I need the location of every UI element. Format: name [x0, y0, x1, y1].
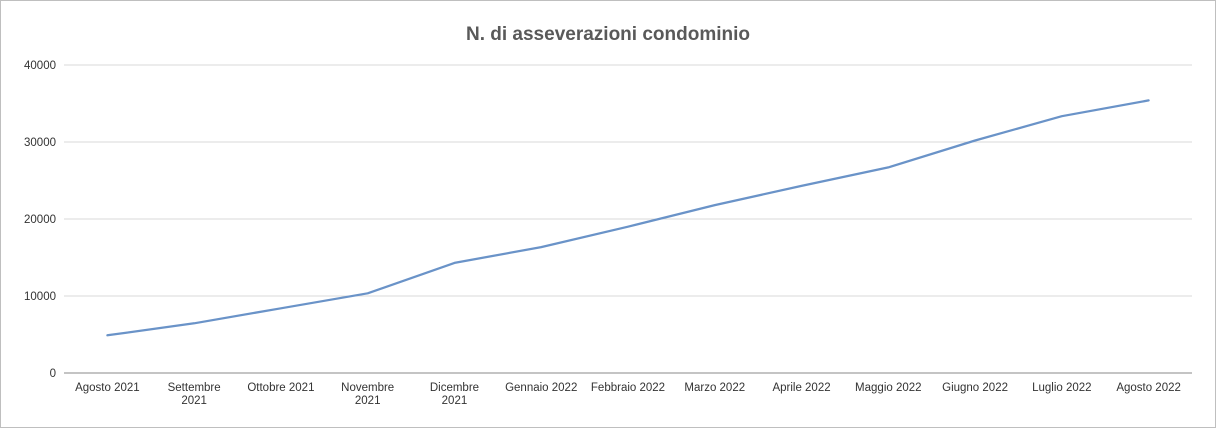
x-tick-label: Dicembre 2021 [430, 382, 479, 407]
y-tick-label: 0 [50, 368, 56, 380]
x-tick-label: Agosto 2022 [1116, 382, 1181, 394]
y-tick-label: 40000 [24, 60, 56, 72]
x-tick-label: Ottobre 2021 [247, 382, 314, 394]
x-tick-label: Gennaio 2022 [505, 382, 577, 394]
chart-title: N. di asseverazioni condominio [466, 24, 750, 45]
series-layer [106, 99, 1150, 337]
x-tick-label: Luglio 2022 [1032, 382, 1091, 394]
y-tick-label: 30000 [24, 137, 56, 149]
y-tick-label: 10000 [24, 291, 56, 303]
gridlines [64, 64, 1192, 297]
x-tick-label: Novembre 2021 [341, 382, 394, 407]
series-line [106, 99, 1150, 337]
x-tick-label: Maggio 2022 [855, 382, 922, 394]
x-tick-label: Febbraio 2022 [591, 382, 665, 394]
x-tick-label: Aprile 2022 [772, 382, 830, 394]
x-tick-label: Settembre 2021 [168, 382, 221, 407]
x-tick-label: Giugno 2022 [942, 382, 1008, 394]
x-axis-ticks: Agosto 2021 Settembre 2021 Ottobre 2021 Nove… [75, 382, 1181, 407]
y-axis-ticks: 0 10000 20000 30000 40000 [24, 60, 56, 380]
x-tick-label: Marzo 2022 [684, 382, 745, 394]
x-tick-label: Agosto 2021 [75, 382, 140, 394]
y-tick-label: 20000 [24, 214, 56, 226]
